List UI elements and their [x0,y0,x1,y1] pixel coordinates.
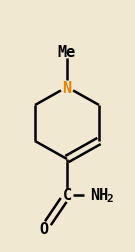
Text: Me: Me [58,44,76,59]
Text: 2: 2 [106,193,113,203]
Text: C: C [62,188,72,203]
Text: N: N [62,80,72,95]
Text: NH: NH [90,188,108,203]
Text: O: O [39,222,49,237]
